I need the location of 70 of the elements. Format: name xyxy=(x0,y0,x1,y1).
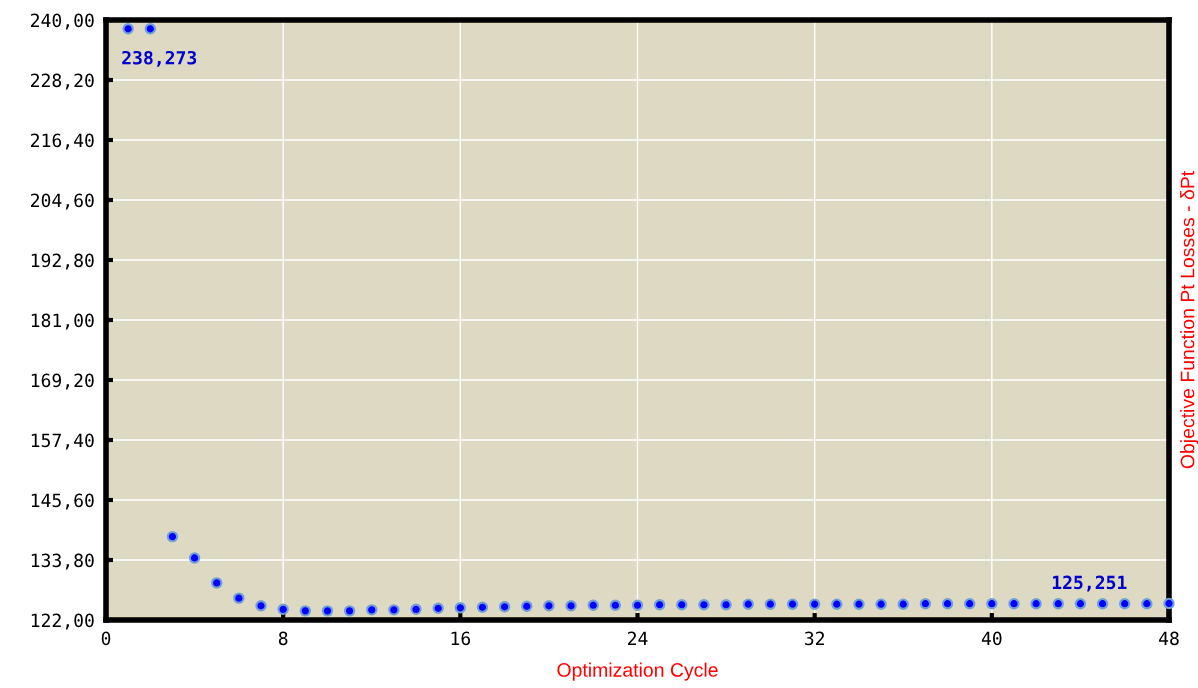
y-tick-label: 122,00 xyxy=(31,613,94,630)
point xyxy=(432,602,444,614)
point xyxy=(698,599,710,611)
point xyxy=(543,600,555,612)
point xyxy=(366,604,378,616)
point xyxy=(1008,598,1020,610)
point xyxy=(498,601,511,613)
point xyxy=(255,600,267,612)
point xyxy=(853,598,865,610)
x-tick-label: 24 xyxy=(627,631,648,645)
x-tick-label: 40 xyxy=(981,631,1002,646)
x-tick-label: 48 xyxy=(1159,631,1179,646)
y-tick-label: 228,20 xyxy=(31,73,94,90)
point xyxy=(233,592,245,604)
point xyxy=(1074,598,1087,610)
point xyxy=(897,598,909,610)
point xyxy=(144,23,156,35)
y-tick-label: 133,80 xyxy=(31,553,94,570)
point xyxy=(941,598,954,610)
point xyxy=(188,552,201,564)
x-tick-label: 0 xyxy=(101,631,111,646)
point xyxy=(299,605,312,617)
point xyxy=(963,598,976,610)
point xyxy=(786,598,799,610)
y-tick-label: 145,60 xyxy=(31,493,94,510)
point xyxy=(476,601,489,613)
point xyxy=(166,530,179,543)
point xyxy=(831,598,843,610)
y-tick-label: 192,80 xyxy=(31,253,94,270)
point xyxy=(587,599,599,611)
point xyxy=(565,600,577,612)
point xyxy=(1096,598,1109,610)
x-axis-title: Optimization Cycle xyxy=(557,662,718,681)
point xyxy=(808,598,821,610)
point xyxy=(1163,597,1175,610)
point xyxy=(122,23,134,35)
point xyxy=(1119,598,1131,610)
point xyxy=(631,599,644,611)
point xyxy=(388,604,400,616)
point xyxy=(521,600,533,612)
point xyxy=(653,599,666,611)
point xyxy=(919,598,932,610)
point xyxy=(609,599,622,611)
annotation: 125,251 xyxy=(1052,575,1127,592)
point xyxy=(742,598,754,610)
x-tick-label: 16 xyxy=(451,631,471,646)
y-tick-label: 204,60 xyxy=(31,193,94,210)
point xyxy=(1052,598,1064,610)
point xyxy=(875,598,887,610)
point xyxy=(410,603,422,616)
y-tick-label: 240,00 xyxy=(31,13,94,30)
point xyxy=(211,577,223,589)
point xyxy=(720,599,732,611)
x-tick-label: 32 xyxy=(805,631,824,646)
x-tick-label: 8 xyxy=(278,631,288,646)
y-tick-label: 169,20 xyxy=(31,373,94,390)
y-tick-label: 216,40 xyxy=(31,133,94,150)
point xyxy=(676,599,688,611)
y-tick-label: 157,40 xyxy=(31,433,94,450)
point xyxy=(764,598,777,610)
point xyxy=(343,605,356,617)
y-tick-label: 181,00 xyxy=(31,313,94,330)
point xyxy=(1141,598,1153,610)
point xyxy=(277,603,289,616)
point xyxy=(454,602,467,614)
point xyxy=(986,598,998,610)
y-axis-title: Objective Function Pt Losses - δPt xyxy=(1180,170,1198,469)
annotation: 238,273 xyxy=(122,50,197,67)
point xyxy=(321,605,334,617)
point xyxy=(1030,598,1042,610)
